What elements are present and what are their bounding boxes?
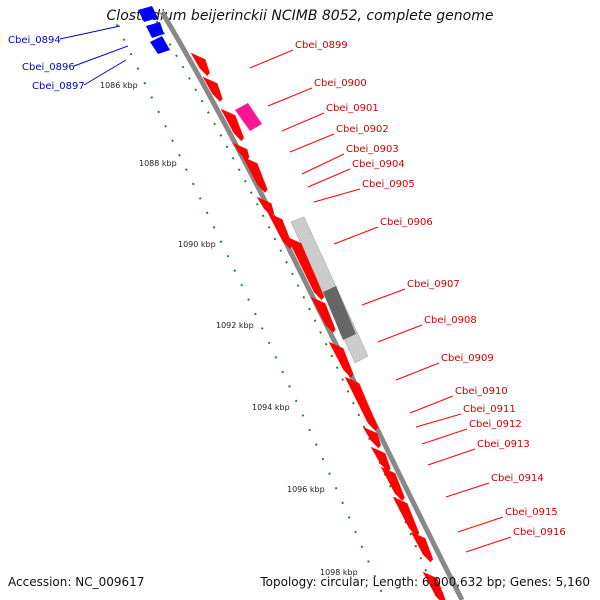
gene-cbei-0896[interactable] [146, 22, 164, 38]
forward-gene-arrow[interactable] [310, 296, 336, 333]
label-leader-line [83, 59, 127, 86]
forward-gene-arrow[interactable] [202, 76, 223, 102]
forward-gene-arrow[interactable] [267, 212, 293, 249]
gene-label[interactable]: Cbei_0904 [352, 159, 405, 170]
forward-gene-arrow[interactable] [380, 466, 405, 501]
gene-label[interactable]: Cbei_0897 [32, 81, 85, 92]
label-leader-line [395, 362, 440, 381]
gene-label[interactable]: Cbei_0910 [455, 386, 508, 397]
gene-label[interactable]: Cbei_0907 [407, 279, 460, 290]
scale-tick-label: 1094 kbp [252, 403, 290, 412]
genome-stats-text: Topology: circular; Length: 6,000,632 bp… [260, 575, 590, 589]
gene-label[interactable]: Cbei_0912 [469, 419, 522, 430]
map-title: Clostridium beijerinckii NCIMB 8052, com… [106, 8, 494, 24]
gene-label[interactable]: Cbei_0901 [326, 103, 379, 114]
gene-label[interactable]: Cbei_0899 [295, 40, 348, 51]
forward-gene-arrow[interactable] [286, 236, 325, 300]
forward-gene-arrow[interactable] [190, 52, 210, 76]
label-leader-line [281, 112, 325, 132]
gene-label[interactable]: Cbei_0906 [380, 217, 433, 228]
gene-label[interactable]: Cbei_0905 [362, 179, 415, 190]
gene-cbei-0897[interactable] [150, 36, 170, 54]
gene-label[interactable]: Cbei_0913 [477, 439, 530, 450]
forward-gene-arrow[interactable] [242, 156, 268, 193]
label-leader-line [267, 87, 313, 107]
scale-tick-label: 1092 kbp [216, 321, 254, 330]
label-leader-line [361, 288, 406, 306]
right-gene-labels: Cbei_0899 Cbei_0900 Cbei_0901 Cbei_0902 Cbei… [249, 40, 566, 553]
label-leader-line [307, 168, 351, 188]
gene-label[interactable]: Cbei_0911 [463, 404, 516, 415]
forward-gene-arrow[interactable] [362, 426, 381, 449]
gene-label[interactable]: Cbei_0894 [8, 35, 61, 46]
left-gene-labels: Cbei_0894 Cbei_0896 Cbei_0897 [8, 25, 129, 92]
label-leader-line [465, 536, 512, 553]
forward-gene-arrow[interactable] [328, 341, 354, 378]
label-leader-line [73, 45, 129, 67]
scale-tick-label: 1086 kbp [100, 81, 138, 90]
gene-label[interactable]: Cbei_0896 [22, 62, 75, 73]
gene-label[interactable]: Cbei_0915 [505, 507, 558, 518]
scale-labels: 1086 kbp 1088 kbp 1090 kbp 1092 kbp 1094 kbp… [100, 81, 358, 577]
highlighted-gene[interactable] [235, 103, 262, 131]
forward-gene-arrow[interactable] [422, 571, 446, 600]
label-leader-line [415, 413, 462, 428]
gene-label[interactable]: Cbei_0902 [336, 124, 389, 135]
label-leader-line [409, 395, 454, 414]
forward-gene-arrow[interactable] [344, 376, 378, 431]
scale-tick-label: 1088 kbp [139, 159, 177, 168]
label-leader-line [421, 428, 468, 445]
label-leader-line [249, 49, 294, 69]
forward-gene-arrow[interactable] [256, 196, 275, 217]
gene-label[interactable]: Cbei_0909 [441, 353, 494, 364]
label-leader-line [289, 133, 335, 153]
forward-gene-arrow[interactable] [220, 108, 244, 142]
gene-cbei-0894[interactable] [138, 6, 158, 22]
scale-tick-label: 1098 kbp [320, 568, 358, 577]
label-leader-line [333, 226, 379, 245]
label-leader-line [377, 324, 423, 343]
accession-text: Accession: NC_009617 [8, 575, 145, 589]
gene-label[interactable]: Cbei_0914 [491, 473, 544, 484]
forward-genes [190, 52, 446, 600]
gray-feature-dark [323, 286, 356, 340]
label-leader-line [457, 516, 504, 533]
gene-label[interactable]: Cbei_0903 [346, 144, 399, 155]
gene-label[interactable]: Cbei_0916 [513, 527, 566, 538]
label-leader-line [313, 188, 361, 203]
gene-label[interactable]: Cbei_0908 [424, 315, 477, 326]
forward-gene-arrow[interactable] [232, 142, 250, 161]
scale-tick-label: 1090 kbp [178, 240, 216, 249]
forward-gene-arrow[interactable] [410, 531, 434, 563]
forward-gene-arrow[interactable] [392, 496, 420, 537]
reverse-genes [138, 6, 170, 54]
label-leader-line [427, 448, 476, 466]
label-leader-line [301, 153, 345, 175]
genome-backbone [159, 10, 465, 600]
scale-tick-label: 1096 kbp [287, 485, 325, 494]
label-leader-line [445, 482, 490, 498]
outer-tick-track [149, 9, 439, 600]
gene-label[interactable]: Cbei_0900 [314, 78, 367, 89]
label-leader-line [59, 25, 121, 40]
forward-gene-arrow[interactable] [370, 446, 391, 472]
